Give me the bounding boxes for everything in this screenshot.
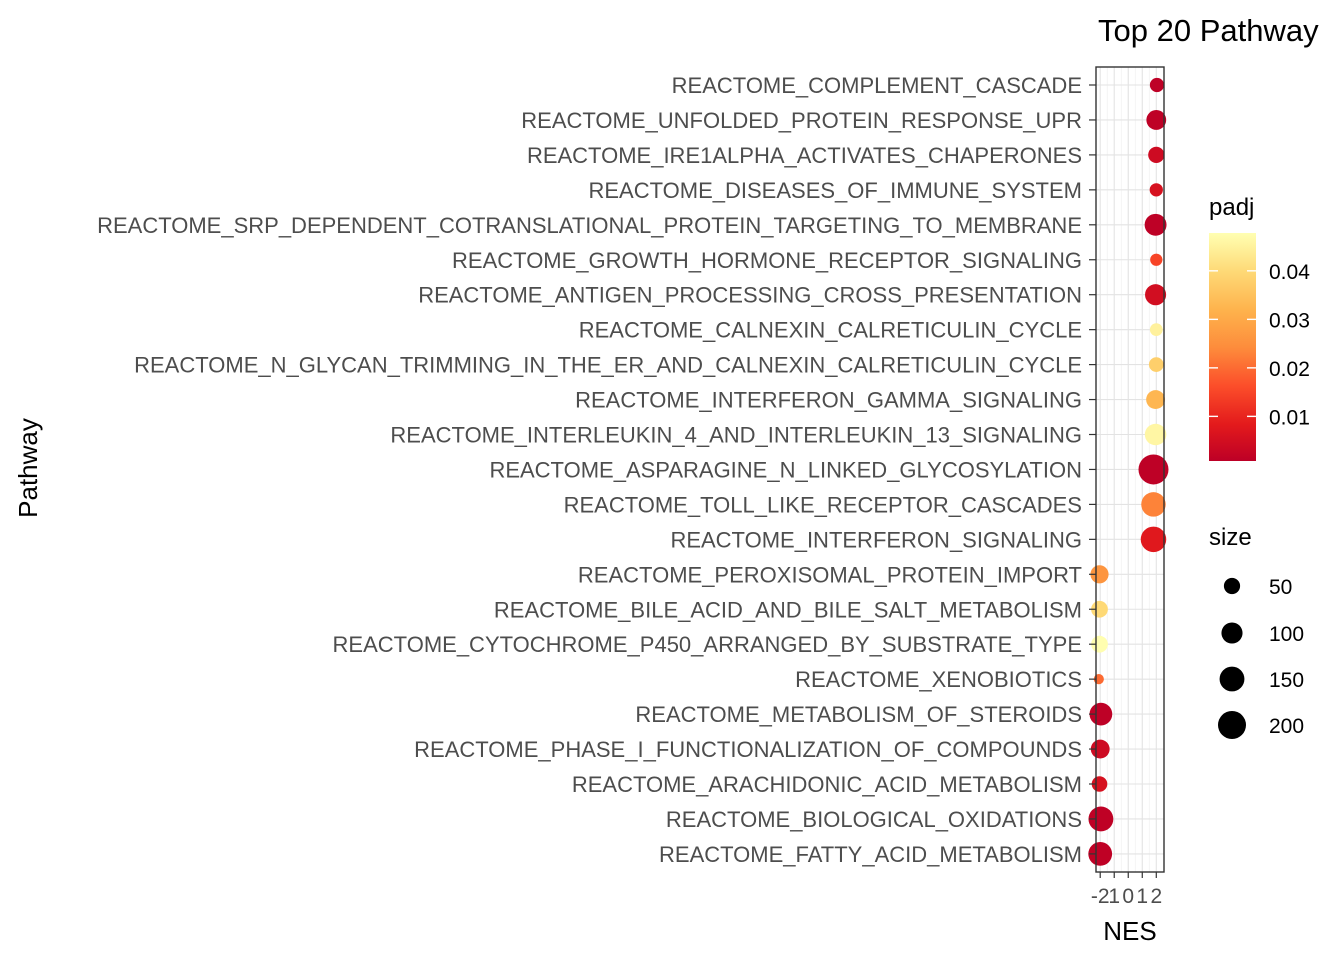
y-tick-label: REACTOME_XENOBIOTICS <box>795 667 1082 692</box>
y-tick-label: REACTOME_SRP_DEPENDENT_COTRANSLATIONAL_P… <box>97 213 1082 238</box>
data-point <box>1146 390 1166 409</box>
data-points <box>1088 77 1169 866</box>
size-legend-label: 200 <box>1269 715 1304 738</box>
y-tick-label: REACTOME_TOLL_LIKE_RECEPTOR_CASCADES <box>564 492 1082 517</box>
data-point <box>1138 454 1169 485</box>
y-tick-label: REACTOME_INTERFERON_SIGNALING <box>670 527 1082 552</box>
chart-title: Top 20 Pathway <box>1098 13 1319 48</box>
data-point <box>1149 77 1165 93</box>
padj-colorbar-ticks: 0.01 0.02 0.03 0.04 <box>1209 261 1310 429</box>
size-legend-dot <box>1219 666 1245 692</box>
plot-panel <box>1088 66 1169 873</box>
y-tick-label: REACTOME_ARACHIDONIC_ACID_METABOLISM <box>572 772 1082 797</box>
size-legend-title: size <box>1209 524 1252 551</box>
x-tick-label: 1 <box>1108 885 1120 908</box>
y-tick-label: REACTOME_ASPARAGINE_N_LINKED_GLYCOSYLATI… <box>489 457 1082 482</box>
data-point <box>1089 702 1113 726</box>
data-point <box>1140 526 1167 553</box>
x-tick-label: 0 <box>1122 885 1134 908</box>
size-legend-keys: 50 100 150 200 <box>1217 576 1304 740</box>
size-legend-dot <box>1223 577 1241 595</box>
data-point <box>1141 492 1166 517</box>
y-tick-label: REACTOME_UNFOLDED_PROTEIN_RESPONSE_UPR <box>521 108 1082 133</box>
y-tick-label: REACTOME_INTERLEUKIN_4_AND_INTERLEUKIN_1… <box>390 423 1082 448</box>
size-legend: size 50 100 150 200 <box>1209 524 1304 740</box>
data-point <box>1088 806 1114 832</box>
y-tick-labels: REACTOME_COMPLEMENT_CASCADE REACTOME_UNFO… <box>97 73 1082 867</box>
x-ticks: -21 0 1 2 <box>1091 872 1162 908</box>
data-point <box>1148 146 1165 164</box>
y-tick-label: REACTOME_FATTY_ACID_METABOLISM <box>659 842 1082 867</box>
x-tick-label: 1 <box>1136 885 1148 908</box>
data-point <box>1149 183 1163 197</box>
y-tick-label: REACTOME_GROWTH_HORMONE_RECEPTOR_SIGNALI… <box>452 248 1082 273</box>
data-point <box>1145 284 1167 306</box>
y-tick-label: REACTOME_COMPLEMENT_CASCADE <box>672 73 1082 98</box>
data-point <box>1146 110 1167 130</box>
y-tick-label: REACTOME_ANTIGEN_PROCESSING_CROSS_PRESEN… <box>418 283 1082 308</box>
y-tick-label: REACTOME_PHASE_I_FUNCTIONALIZATION_OF_CO… <box>414 737 1082 762</box>
y-tick-label: REACTOME_INTERFERON_GAMMA_SIGNALING <box>575 388 1082 413</box>
size-legend-dot <box>1217 710 1247 740</box>
size-legend-dot <box>1221 622 1243 644</box>
data-point <box>1090 565 1109 584</box>
y-tick-label: REACTOME_CALNEXIN_CALRETICULIN_CYCLE <box>579 318 1082 343</box>
x-tick-label: -2 <box>1091 885 1110 908</box>
padj-tick-label: 0.03 <box>1269 309 1310 332</box>
padj-colorbar <box>1209 233 1256 461</box>
data-point <box>1144 213 1167 236</box>
y-tick-label: REACTOME_BIOLOGICAL_OXIDATIONS <box>666 807 1082 832</box>
padj-legend: padj 0.01 0.02 0.03 0.04 <box>1209 194 1310 461</box>
y-tick-label: REACTOME_IRE1ALPHA_ACTIVATES_CHAPERONES <box>527 143 1082 168</box>
size-legend-label: 150 <box>1269 669 1304 692</box>
padj-legend-title: padj <box>1209 194 1254 221</box>
data-point <box>1148 357 1164 372</box>
y-tick-label: REACTOME_PEROXISOMAL_PROTEIN_IMPORT <box>578 562 1082 587</box>
y-tick-label: REACTOME_BILE_ACID_AND_BILE_SALT_METABOL… <box>494 597 1082 622</box>
y-tick-label: REACTOME_N_GLYCAN_TRIMMING_IN_THE_ER_AND… <box>134 353 1082 378</box>
y-tick-label: REACTOME_METABOLISM_OF_STEROIDS <box>635 702 1082 727</box>
data-point <box>1144 423 1167 446</box>
y-tick-label: REACTOME_DISEASES_OF_IMMUNE_SYSTEM <box>589 178 1083 203</box>
y-axis-label: Pathway <box>13 418 43 518</box>
x-axis-label: NES <box>1103 916 1156 946</box>
size-legend-label: 100 <box>1269 623 1304 646</box>
size-legend-label: 50 <box>1269 576 1292 599</box>
y-tick-marks <box>1089 84 1096 855</box>
padj-tick-label: 0.02 <box>1269 358 1310 381</box>
padj-tick-label: 0.01 <box>1269 406 1310 429</box>
y-tick-label: REACTOME_CYTOCHROME_P450_ARRANGED_BY_SUB… <box>333 632 1082 657</box>
padj-tick-label: 0.04 <box>1269 261 1310 284</box>
data-point <box>1088 841 1113 866</box>
x-tick-label: 2 <box>1150 885 1162 908</box>
data-point <box>1149 323 1163 337</box>
data-point <box>1150 253 1163 266</box>
